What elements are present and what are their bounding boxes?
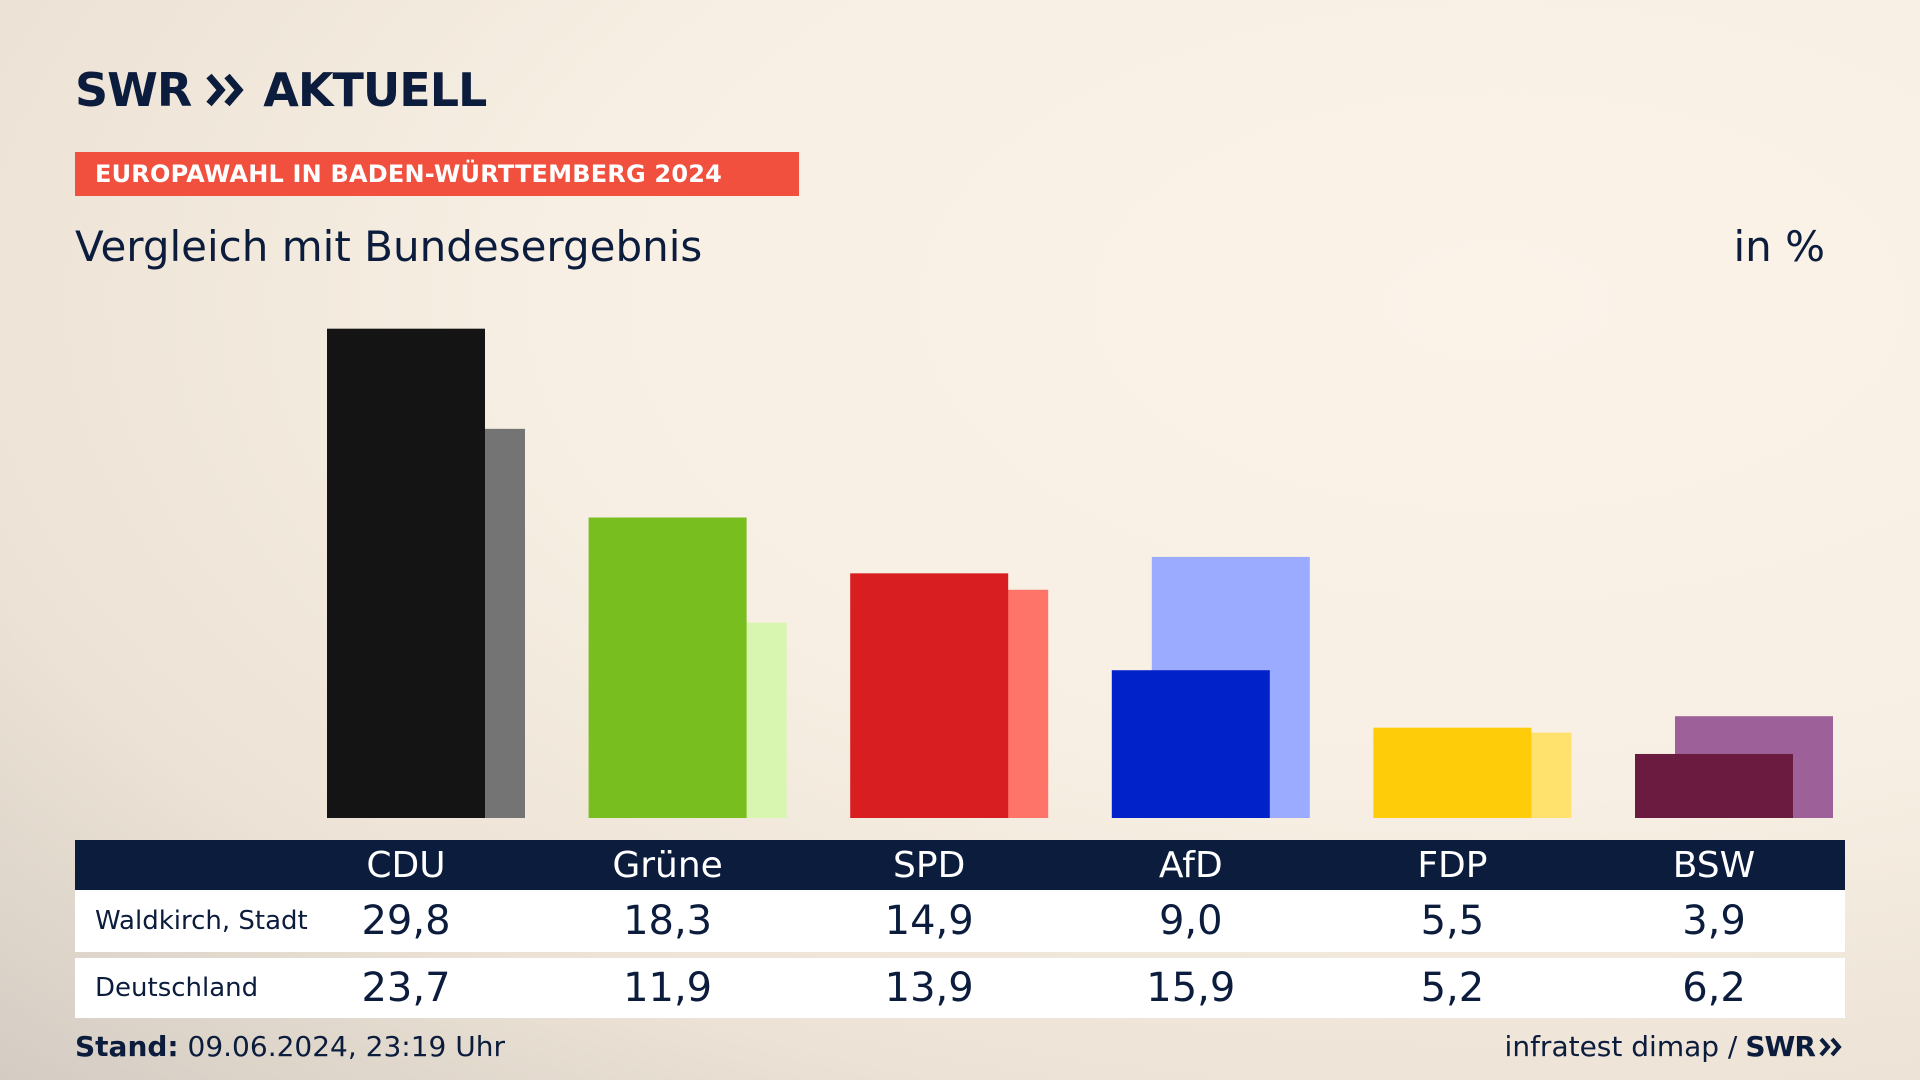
timestamp: Stand: 09.06.2024, 23:19 Uhr xyxy=(75,1030,505,1063)
row-label: Deutschland xyxy=(95,973,259,1003)
table-cell: 3,9 xyxy=(1682,898,1746,944)
table-cell: 23,7 xyxy=(361,965,451,1011)
column-header: BSW xyxy=(1672,844,1756,886)
double-chevron-icon xyxy=(206,73,244,107)
unit-label: in % xyxy=(1733,222,1825,271)
table-row: Waldkirch, Stadt 29,8 18,3 14,9 9,0 5,5 3,9 xyxy=(75,890,1845,952)
results-table: CDU Grüne SPD AfD FDP BSW Waldkirch, Stadt 29… xyxy=(75,840,1845,1018)
table-cell: 13,9 xyxy=(884,965,974,1011)
swr-aktuell-logo: SWR AKTUELL xyxy=(75,63,487,117)
logo-brand: SWR xyxy=(75,63,192,117)
table-cell: 14,9 xyxy=(884,898,974,944)
column-header: SPD xyxy=(893,844,966,886)
stand-label: Stand: xyxy=(75,1030,179,1063)
table-cell: 5,2 xyxy=(1420,965,1485,1011)
logo-text: AKTUELL xyxy=(263,63,487,117)
bar-grne-local xyxy=(588,517,747,818)
stand-value: 09.06.2024, 23:19 Uhr xyxy=(187,1030,505,1063)
table-cell: 9,0 xyxy=(1158,898,1223,944)
table-cell: 29,8 xyxy=(361,898,451,944)
bar-bsw-local xyxy=(1635,753,1793,818)
bar-fdp-local xyxy=(1373,727,1532,818)
source-credit: infratest dimap / SWR xyxy=(1505,1030,1845,1063)
table-cell: 11,9 xyxy=(623,965,713,1011)
table-header: CDU Grüne SPD AfD FDP BSW xyxy=(75,840,1845,890)
bar-afd-local xyxy=(1111,670,1270,818)
row-label: Waldkirch, Stadt xyxy=(95,906,308,936)
column-header: FDP xyxy=(1417,844,1488,886)
bar-chart xyxy=(327,328,1833,818)
source-text: infratest dimap / xyxy=(1504,1030,1738,1063)
source-brand: SWR xyxy=(1745,1030,1816,1063)
bar-cdu-local xyxy=(327,328,485,818)
table-cell: 18,3 xyxy=(623,898,713,944)
table-cell: 6,2 xyxy=(1682,965,1746,1011)
election-banner: EUROPAWAHL IN BADEN-WÜRTTEMBERG 2024 xyxy=(75,152,799,196)
column-header: Grüne xyxy=(612,844,723,886)
double-chevron-icon xyxy=(1819,1037,1842,1056)
bar-spd-local xyxy=(850,573,1009,818)
chart-subtitle: Vergleich mit Bundesergebnis xyxy=(75,222,703,271)
table-row: Deutschland 23,7 11,9 13,9 15,9 5,2 6,2 xyxy=(75,958,1845,1018)
column-header: CDU xyxy=(366,844,446,886)
table-cell: 15,9 xyxy=(1146,965,1236,1011)
swr-small-logo: SWR xyxy=(1745,1030,1845,1063)
column-header: AfD xyxy=(1158,844,1223,886)
table-cell: 5,5 xyxy=(1420,898,1485,944)
